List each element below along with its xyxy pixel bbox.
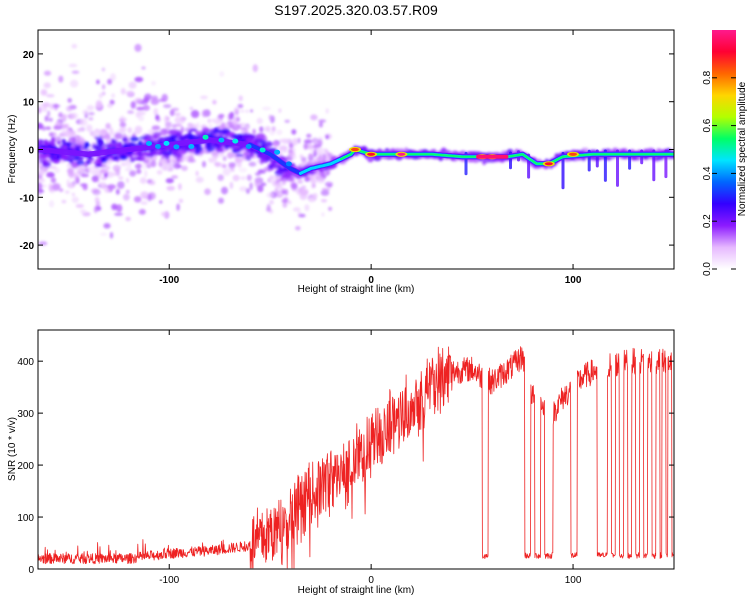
snr-x-tick-label: 0 xyxy=(368,575,374,586)
spectrogram-y-tick-label: 0 xyxy=(28,146,34,157)
snr-y-tick-label: 100 xyxy=(17,513,34,524)
snr-x-ticks: -100 0 100 xyxy=(159,330,582,586)
spectrogram-y-tick-label: 10 xyxy=(23,98,35,109)
spectrogram-y-tick-label: -20 xyxy=(20,241,35,252)
spectrogram-ridge xyxy=(38,134,674,177)
colorbar-tick-label: 0.8 xyxy=(702,70,713,84)
snr-series-line xyxy=(38,346,674,569)
snr-y-tick-label: 300 xyxy=(17,409,34,420)
colorbar-tick-label: 0.4 xyxy=(702,166,713,180)
snr-panel: -100 0 100 0 100 200 300 400 Height of straigh… xyxy=(7,329,675,596)
snr-y-tick-label: 200 xyxy=(17,461,34,472)
spectrogram-x-tick-label: -100 xyxy=(159,275,179,286)
snr-x-label: Height of straight line (km) xyxy=(298,585,415,596)
colorbar-tick-label: 0.0 xyxy=(702,262,713,276)
colorbar-label: Normalized spectral amplitude xyxy=(737,81,748,216)
spectrogram-y-ticks: -20 -10 0 10 20 xyxy=(20,50,674,252)
spectrogram-y-tick-label: -10 xyxy=(20,193,35,204)
chart-title: S197.2025.320.03.57.R09 xyxy=(274,2,438,18)
snr-x-tick-label: 100 xyxy=(565,575,582,586)
spectrogram-x-tick-label: 100 xyxy=(565,275,582,286)
colorbar-gradient xyxy=(712,30,736,269)
snr-x-tick-label: -100 xyxy=(159,575,179,586)
snr-frame xyxy=(37,329,675,570)
colorbar: 0.0 0.2 0.4 0.6 0.8 Normalized spectral ampl… xyxy=(702,30,748,276)
colorbar-tick-label: 0.2 xyxy=(702,214,713,228)
snr-y-tick-label: 0 xyxy=(28,565,34,576)
colorbar-tick-label: 0.6 xyxy=(702,118,713,132)
spectrogram-y-label: Frequency (Hz) xyxy=(7,115,18,184)
spectrogram-hot-band xyxy=(476,154,509,159)
snr-y-label: SNR (10 * v/v) xyxy=(7,417,18,481)
snr-y-tick-label: 400 xyxy=(17,357,34,368)
spectrogram-x-label: Height of straight line (km) xyxy=(298,284,415,295)
spectrogram-y-tick-label: 20 xyxy=(23,50,35,61)
spectrogram-x-ticks: -100 0 100 xyxy=(159,30,582,286)
snr-y-ticks: 0 100 200 300 400 xyxy=(17,357,674,576)
spectrogram-streaks xyxy=(464,149,668,190)
spectrogram-marks xyxy=(38,43,674,246)
colorbar-ticks: 0.0 0.2 0.4 0.6 0.8 xyxy=(702,70,736,276)
spectrogram-x-tick-label: 0 xyxy=(368,275,374,286)
